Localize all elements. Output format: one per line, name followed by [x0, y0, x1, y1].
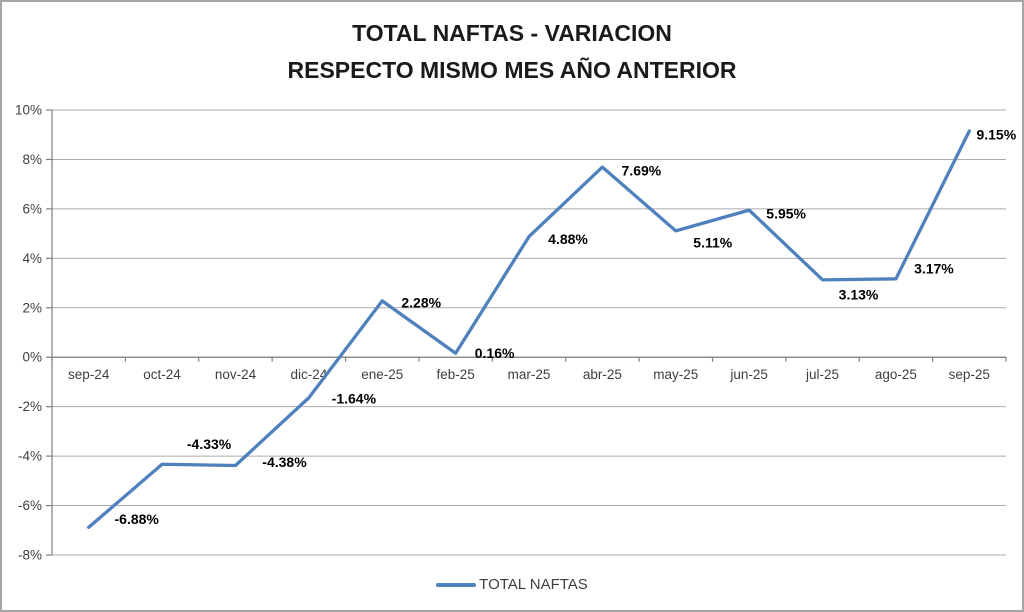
y-axis-tick-label: -2%: [18, 399, 42, 414]
data-label: 9.15%: [976, 127, 1016, 143]
data-label: 5.11%: [693, 234, 732, 250]
data-label: 0.16%: [475, 345, 515, 361]
data-label: -4.38%: [262, 454, 307, 470]
x-axis-tick-label: sep-24: [68, 367, 110, 382]
x-axis-tick-label: ene-25: [361, 367, 403, 382]
x-axis-tick-label: mar-25: [508, 367, 551, 382]
x-axis-tick-label: nov-24: [215, 367, 257, 382]
data-label: 7.69%: [622, 163, 662, 179]
data-label: 4.88%: [548, 231, 588, 247]
chart-title: TOTAL NAFTAS - VARIACION: [352, 20, 672, 46]
data-label: 5.95%: [766, 206, 806, 222]
y-axis-tick-label: 6%: [22, 201, 42, 216]
y-axis-tick-label: 4%: [22, 251, 42, 266]
x-axis-tick-label: jul-25: [805, 367, 839, 382]
data-label: -4.33%: [187, 436, 232, 452]
y-axis-tick-label: 2%: [22, 300, 42, 315]
chart-title-block: TOTAL NAFTAS - VARIACION RESPECTO MISMO …: [2, 15, 1022, 89]
legend: TOTAL NAFTAS: [2, 576, 1022, 593]
x-axis-tick-label: may-25: [653, 367, 698, 382]
y-axis-tick-label: 8%: [22, 152, 42, 167]
x-axis-tick-label: ago-25: [875, 367, 917, 382]
y-axis-tick-label: -6%: [18, 498, 42, 513]
x-axis-tick-label: dic-24: [290, 367, 327, 382]
legend-line-swatch: [436, 582, 477, 587]
y-axis-tick-label: 0%: [22, 350, 42, 365]
x-axis-tick-label: feb-25: [436, 367, 474, 382]
x-axis-tick-label: oct-24: [143, 367, 181, 382]
chart-subtitle: RESPECTO MISMO MES AÑO ANTERIOR: [287, 57, 737, 83]
data-label: -6.88%: [115, 511, 160, 527]
data-label: 2.28%: [401, 294, 441, 310]
x-axis-tick-label: abr-25: [583, 367, 622, 382]
y-axis-tick-label: -8%: [18, 548, 42, 563]
series-line-total-naftas: [87, 129, 971, 529]
y-axis-tick-label: 10%: [15, 103, 42, 118]
data-label: 3.13%: [839, 286, 879, 302]
y-axis-tick-label: -4%: [18, 449, 42, 464]
x-axis-tick-label: sep-25: [949, 367, 990, 382]
legend-series-label: TOTAL NAFTAS: [479, 576, 588, 593]
x-axis-tick-label: jun-25: [729, 367, 768, 382]
data-label: -1.64%: [332, 390, 377, 406]
data-label: 3.17%: [914, 260, 954, 276]
